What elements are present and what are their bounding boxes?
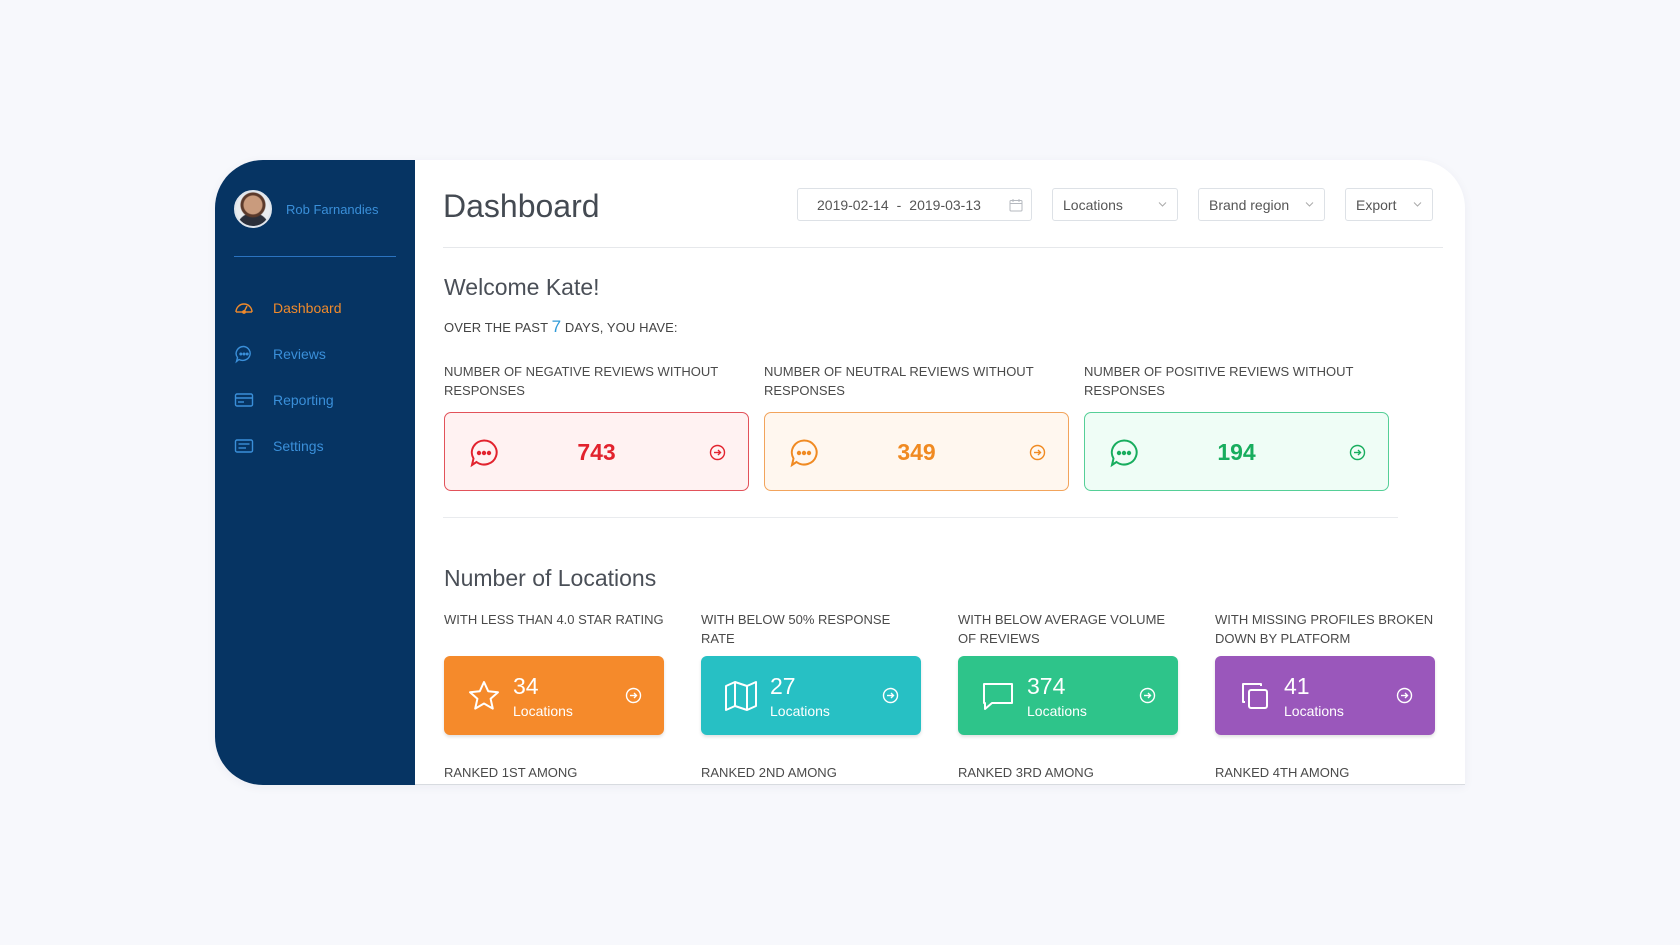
low-rating-count: 34: [513, 673, 539, 699]
low-response-panel: WITH BELOW 50% RESPONSE RATE 27 Location…: [701, 610, 921, 780]
toolbar: 2019-02-14 - 2019-03-13 Locations Brand …: [797, 188, 1433, 221]
main-content: Dashboard 2019-02-14 - 2019-03-13 Locati…: [415, 160, 1465, 785]
bottom-border: [415, 784, 1465, 785]
positive-reviews-panel: NUMBER OF POSITIVE REVIEWS WITHOUT RESPO…: [1084, 362, 1389, 491]
period-summary: OVER THE PAST 7 DAYS, YOU HAVE:: [444, 317, 678, 337]
negative-reviews-count: 743: [577, 439, 616, 465]
missing-profiles-label: WITH MISSING PROFILES BROKEN DOWN BY PLA…: [1215, 612, 1434, 646]
low-rating-rank: RANKED 1ST AMONG: [444, 765, 578, 780]
sidebar: Rob Farnandies Dashboard Reviews: [215, 160, 415, 785]
avatar: [234, 190, 272, 228]
negative-reviews-label: NUMBER OF NEGATIVE REVIEWS WITHOUT RESPO…: [444, 364, 718, 398]
low-rating-label: WITH LESS THAN 4.0 STAR RATING: [444, 612, 664, 627]
chat-icon: [235, 345, 251, 364]
chat-bubble-icon: [1110, 439, 1138, 468]
positive-reviews-card[interactable]: 194: [1084, 412, 1389, 491]
export-dropdown-label: Export: [1356, 196, 1397, 213]
arrow-right-circle-icon[interactable]: [709, 444, 726, 461]
sidebar-item-label: Dashboard: [273, 300, 342, 316]
arrow-right-circle-icon[interactable]: [625, 687, 642, 704]
map-icon: [725, 681, 757, 711]
sidebar-item-label: Settings: [273, 438, 324, 454]
locations-dropdown-label: Locations: [1063, 196, 1123, 213]
negative-reviews-panel: NUMBER OF NEGATIVE REVIEWS WITHOUT RESPO…: [444, 362, 749, 491]
date-range-picker[interactable]: 2019-02-14 - 2019-03-13: [797, 188, 1032, 221]
calendar-icon: [1009, 199, 1023, 212]
missing-profiles-rank: RANKED 4TH AMONG: [1215, 765, 1350, 780]
missing-profiles-count: 41: [1284, 673, 1310, 699]
positive-reviews-label: NUMBER OF POSITIVE REVIEWS WITHOUT RESPO…: [1084, 364, 1354, 398]
chevron-down-icon: [1413, 202, 1422, 207]
date-end: 2019-03-13: [909, 196, 981, 213]
neutral-reviews-label: NUMBER OF NEUTRAL REVIEWS WITHOUT RESPON…: [764, 364, 1034, 398]
low-volume-count: 374: [1027, 673, 1066, 699]
period-prefix: OVER THE PAST: [444, 320, 548, 335]
brand-region-dropdown[interactable]: Brand region: [1198, 188, 1325, 221]
negative-reviews-card[interactable]: 743: [444, 412, 749, 491]
user-profile[interactable]: Rob Farnandies: [234, 190, 379, 228]
app-window: Rob Farnandies Dashboard Reviews: [215, 160, 1465, 785]
locations-section-title: Number of Locations: [444, 565, 657, 591]
welcome-heading: Welcome Kate!: [444, 274, 600, 300]
missing-profiles-panel: WITH MISSING PROFILES BROKEN DOWN BY PLA…: [1215, 610, 1435, 780]
chevron-down-icon: [1158, 202, 1167, 207]
low-response-label: WITH BELOW 50% RESPONSE RATE: [701, 612, 891, 646]
positive-reviews-count: 194: [1217, 439, 1256, 465]
locations-unit-label: Locations: [770, 703, 830, 719]
neutral-reviews-count: 349: [897, 439, 936, 465]
page-title: Dashboard: [443, 188, 600, 224]
settings-icon: [234, 439, 254, 453]
low-rating-panel: WITH LESS THAN 4.0 STAR RATING 34 Locati…: [444, 610, 664, 780]
sidebar-nav: Dashboard Reviews Reporting Settings: [234, 285, 404, 469]
gauge-icon: [235, 303, 253, 314]
date-start: 2019-02-14: [817, 196, 889, 213]
section-divider: [443, 517, 1398, 518]
sidebar-item-settings[interactable]: Settings: [234, 423, 404, 469]
arrow-right-circle-icon[interactable]: [1396, 687, 1413, 704]
chat-bubble-icon: [470, 439, 498, 468]
message-icon: [983, 683, 1013, 710]
copy-icon: [1242, 683, 1268, 709]
date-separator: -: [896, 196, 902, 213]
arrow-right-circle-icon[interactable]: [1139, 687, 1156, 704]
header-divider: [443, 247, 1443, 248]
export-dropdown[interactable]: Export: [1345, 188, 1433, 221]
sidebar-item-reporting[interactable]: Reporting: [234, 377, 404, 423]
chevron-down-icon: [1305, 202, 1314, 207]
chat-bubble-icon: [790, 439, 818, 468]
low-volume-panel: WITH BELOW AVERAGE VOLUME OF REVIEWS 374…: [958, 610, 1178, 780]
sidebar-item-label: Reviews: [273, 346, 326, 362]
brand-region-dropdown-label: Brand region: [1209, 196, 1290, 213]
sidebar-divider: [234, 256, 396, 257]
period-days: 7: [551, 317, 562, 336]
low-response-card[interactable]: 27 Locations: [701, 656, 921, 735]
profile-name: Rob Farnandies: [286, 201, 379, 217]
sidebar-item-dashboard[interactable]: Dashboard: [234, 285, 404, 331]
sidebar-item-reviews[interactable]: Reviews: [234, 331, 404, 377]
arrow-right-circle-icon[interactable]: [882, 687, 899, 704]
arrow-right-circle-icon[interactable]: [1029, 444, 1046, 461]
sidebar-item-label: Reporting: [273, 392, 334, 408]
low-volume-card[interactable]: 374 Locations: [958, 656, 1178, 735]
low-rating-card[interactable]: 34 Locations: [444, 656, 664, 735]
locations-unit-label: Locations: [1284, 703, 1344, 719]
low-response-count: 27: [770, 673, 796, 699]
low-volume-label: WITH BELOW AVERAGE VOLUME OF REVIEWS: [958, 612, 1166, 646]
locations-dropdown[interactable]: Locations: [1052, 188, 1178, 221]
period-suffix: DAYS, YOU HAVE:: [564, 320, 678, 335]
low-volume-rank: RANKED 3RD AMONG: [958, 765, 1094, 780]
report-icon: [234, 393, 254, 407]
arrow-right-circle-icon[interactable]: [1349, 444, 1366, 461]
locations-unit-label: Locations: [513, 703, 573, 719]
neutral-reviews-card[interactable]: 349: [764, 412, 1069, 491]
star-icon: [469, 681, 499, 710]
missing-profiles-card[interactable]: 41 Locations: [1215, 656, 1435, 735]
locations-unit-label: Locations: [1027, 703, 1087, 719]
low-response-rank: RANKED 2ND AMONG: [701, 765, 837, 780]
neutral-reviews-panel: NUMBER OF NEUTRAL REVIEWS WITHOUT RESPON…: [764, 362, 1069, 491]
